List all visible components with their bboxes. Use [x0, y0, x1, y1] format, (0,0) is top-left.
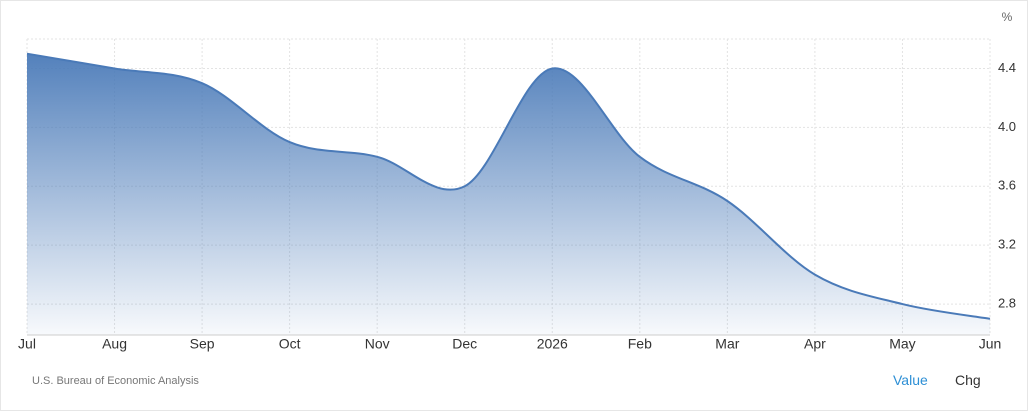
y-tick-label: 4.4 [998, 60, 1016, 75]
x-tick-label: Mar [715, 336, 739, 352]
unit-label: % [1002, 10, 1013, 24]
area [27, 53, 990, 335]
x-tick-label: Sep [190, 336, 215, 352]
y-tick-label: 3.6 [998, 178, 1016, 193]
y-tick-label: 3.2 [998, 237, 1016, 252]
x-tick-label: Nov [365, 336, 390, 352]
x-tick-label: May [889, 336, 915, 352]
x-tick-label: 2026 [537, 336, 568, 352]
x-tick-label: Feb [628, 336, 652, 352]
x-tick-label: Jul [18, 336, 36, 352]
x-tick-label: Oct [279, 336, 301, 352]
chg-button[interactable]: Chg [955, 372, 981, 388]
line [26, 52, 991, 320]
x-tick-label: Jun [979, 336, 1002, 352]
y-tick-label: 2.8 [998, 296, 1016, 311]
source: U.S. Bureau of Economic Analysis [32, 375, 199, 387]
y-tick-label: 4.0 [998, 119, 1016, 134]
value-button[interactable]: Value [893, 372, 928, 388]
x-tick-label: Aug [102, 336, 127, 352]
x-tick-label: Dec [452, 336, 477, 352]
x-tick-label: Apr [804, 336, 826, 352]
